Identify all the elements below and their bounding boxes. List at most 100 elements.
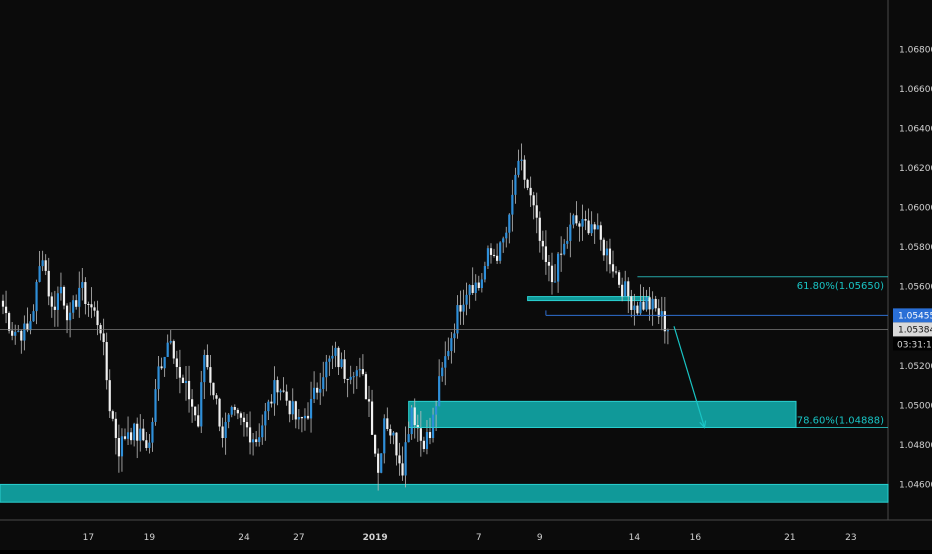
candle-body — [105, 342, 108, 381]
candle-body — [261, 425, 264, 438]
candle-body — [563, 243, 566, 255]
candle-body — [374, 434, 377, 454]
candle-body — [471, 285, 474, 293]
candle-body — [389, 428, 392, 436]
candle-body — [621, 284, 624, 297]
y-tick-label: 1.06400 — [899, 125, 932, 135]
candle-body — [444, 356, 447, 368]
candle-body — [505, 232, 508, 239]
candle-body — [29, 321, 32, 331]
candle-body — [380, 453, 383, 473]
candle-body — [200, 382, 203, 427]
y-tick-label: 1.05000 — [899, 401, 932, 411]
candle-body — [349, 376, 352, 380]
candle-body — [483, 266, 486, 280]
candle-body — [358, 369, 361, 371]
support-zone[interactable] — [0, 483, 889, 503]
candle-body — [44, 260, 47, 271]
candle-body — [325, 361, 328, 378]
candle-body — [334, 347, 337, 356]
candle-body — [303, 415, 307, 419]
candle-body — [608, 248, 612, 265]
candle-body — [93, 307, 96, 311]
x-tick-label: 17 — [83, 533, 94, 543]
candle-body — [523, 159, 526, 180]
candle-body — [248, 427, 252, 443]
candle-body — [660, 311, 663, 317]
candle-body — [602, 239, 605, 256]
candle-body — [398, 455, 401, 464]
candle-body — [32, 311, 35, 322]
candle-body — [611, 264, 615, 272]
candle-body — [209, 367, 212, 383]
fib-label-2: 78.60%(1.04888) — [797, 415, 884, 426]
current-price-badge[interactable] — [893, 322, 932, 337]
candle-body — [142, 428, 145, 441]
candle-body — [172, 341, 175, 359]
candle-body — [233, 406, 236, 410]
candle-body — [627, 281, 630, 297]
candle-body — [593, 224, 596, 230]
candle-body — [276, 380, 279, 393]
candle-body — [239, 413, 242, 418]
candle-body — [346, 378, 349, 380]
candle-body — [227, 414, 230, 422]
candle-body — [285, 391, 288, 401]
candle-body — [407, 434, 410, 443]
candle-body — [203, 354, 206, 383]
candle-body — [364, 374, 368, 400]
candle-body — [578, 223, 581, 227]
candle-body — [69, 312, 72, 321]
x-tick-label: 19 — [144, 533, 156, 543]
candle-body — [492, 254, 496, 256]
candle-body — [108, 380, 111, 412]
target-zone[interactable] — [408, 400, 797, 428]
candle-body — [587, 220, 590, 234]
candle-body — [502, 238, 505, 243]
candle-body — [114, 418, 117, 439]
candle-body — [453, 333, 456, 339]
candle-body — [435, 406, 438, 415]
candle-body — [17, 330, 20, 332]
candle-body — [4, 306, 8, 314]
candle-body — [441, 367, 444, 377]
candle-body — [663, 311, 666, 332]
candle-body — [340, 359, 343, 368]
candle-body — [59, 286, 63, 294]
candle-body — [328, 358, 331, 362]
candle-body — [499, 242, 502, 261]
last-price-badge[interactable] — [893, 308, 932, 323]
candle-body — [392, 432, 395, 436]
candle-body — [23, 323, 26, 341]
x-tick-label: 14 — [629, 533, 641, 543]
candle-body — [547, 262, 551, 266]
candle-body — [614, 271, 618, 273]
candle-body — [139, 428, 142, 441]
candle-body — [145, 440, 148, 448]
candle-body — [102, 333, 105, 343]
candle-body — [566, 240, 569, 244]
y-tick-label: 1.05800 — [899, 243, 932, 253]
candle-body — [75, 300, 78, 307]
candle-body — [236, 409, 239, 414]
candle-body — [163, 356, 166, 369]
candle-body — [166, 342, 169, 357]
candle-body — [514, 174, 517, 195]
last-price-value: 1.05455 — [898, 311, 932, 321]
candle-body — [316, 387, 319, 393]
candle-body — [178, 367, 181, 378]
candle-body — [465, 294, 468, 305]
candle-body — [117, 438, 120, 457]
candle-body — [50, 296, 53, 307]
y-tick-label: 1.05600 — [899, 283, 932, 293]
candle-body — [517, 160, 520, 175]
candle-body — [422, 440, 425, 449]
candle-body — [352, 376, 355, 378]
candle-body — [355, 370, 358, 377]
candle-body — [111, 411, 114, 419]
candle-body — [569, 224, 572, 241]
candle-body — [532, 195, 535, 206]
candle-body — [136, 423, 139, 441]
